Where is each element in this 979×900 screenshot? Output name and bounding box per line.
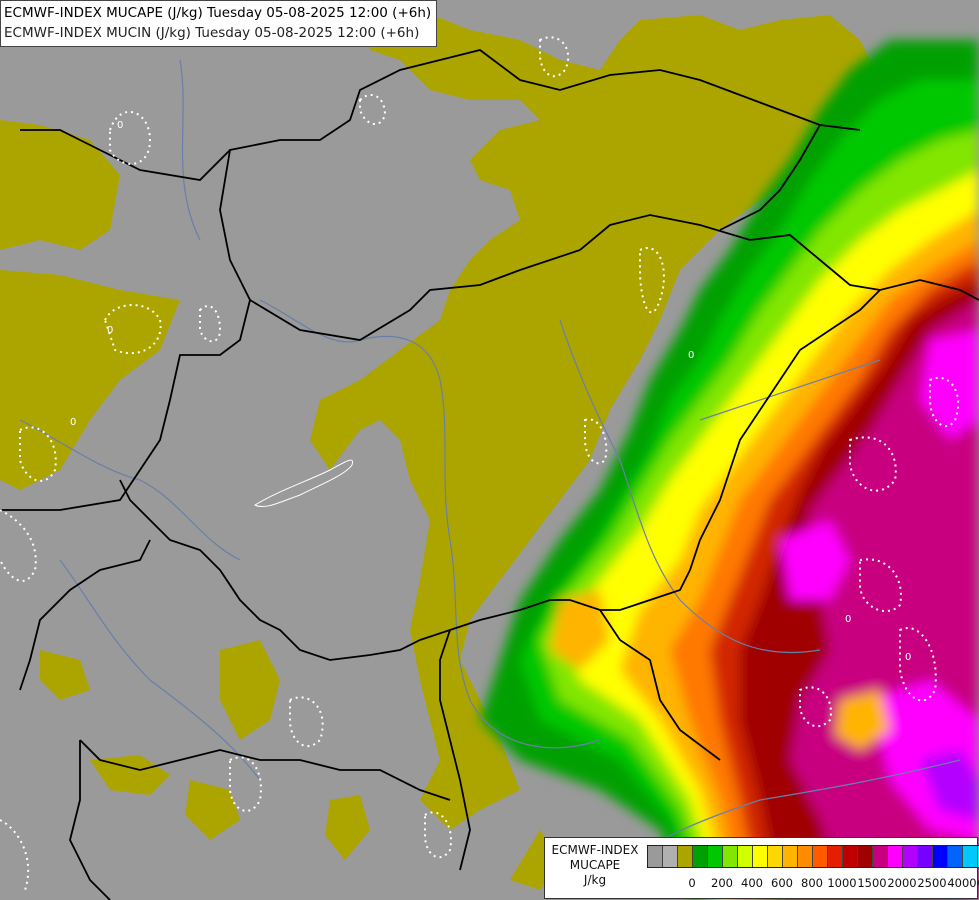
contour-label: 0: [107, 325, 113, 336]
low-cape-fields: [0, 10, 880, 890]
legend-swatch: [918, 846, 933, 867]
legend-tick-label: 800: [801, 876, 823, 890]
legend-swatch: [768, 846, 783, 867]
legend-tick-label: 2000: [887, 876, 917, 890]
legend-swatch: [783, 846, 798, 867]
legend-color-bar: [647, 845, 979, 868]
legend: ECMWF-INDEX MUCAPE J/kg 0 200 400 600 800 100…: [544, 837, 979, 899]
legend-swatch: [858, 846, 873, 867]
legend-swatch: [708, 846, 723, 867]
contour-label: 0: [905, 652, 911, 663]
legend-swatch: [753, 846, 768, 867]
contour-label: 0: [688, 350, 694, 361]
cin-contour-labels: 0 0 0 0 0 0: [70, 120, 911, 663]
legend-tick-labels: 0 200 400 600 800 100015002000250040006000: [545, 876, 979, 892]
legend-tick-label: 2500: [917, 876, 947, 890]
legend-title-parameter: MUCAPE: [569, 858, 621, 872]
legend-tick-label: 1500: [857, 876, 887, 890]
legend-swatch: [798, 846, 813, 867]
legend-swatch: [963, 846, 978, 867]
legend-swatch: [693, 846, 708, 867]
legend-swatch: [678, 846, 693, 867]
legend-unit: J/kg: [583, 873, 607, 887]
lake-outline: [253, 459, 354, 508]
legend-swatch: [828, 846, 843, 867]
legend-swatch: [723, 846, 738, 867]
legend-title: ECMWF-INDEX MUCAPE J/kg: [545, 843, 645, 888]
country-borders: [0, 49, 979, 900]
cin-contours: [0, 36, 960, 891]
legend-title-source: ECMWF-INDEX: [551, 843, 639, 857]
legend-tick-label: 0: [688, 876, 696, 890]
contour-label: 0: [845, 614, 851, 625]
legend-swatch: [948, 846, 963, 867]
title-line-mucape: ECMWF-INDEX MUCAPE (J/kg) Tuesday 05-08-…: [4, 5, 432, 21]
legend-swatch: [933, 846, 948, 867]
legend-swatch: [903, 846, 918, 867]
contour-label: 0: [70, 417, 76, 428]
legend-tick-label: 1000: [827, 876, 857, 890]
legend-swatch: [843, 846, 858, 867]
legend-swatch: [738, 846, 753, 867]
legend-tick-label: 6000: [977, 876, 979, 890]
legend-tick-label: 4000: [947, 876, 977, 890]
contour-label: 0: [117, 120, 123, 131]
legend-swatch: [888, 846, 903, 867]
legend-swatch: [648, 846, 663, 867]
legend-swatch: [873, 846, 888, 867]
legend-tick-label: 200: [711, 876, 733, 890]
title-line-mucin: ECMWF-INDEX MUCIN (J/kg) Tuesday 05-08-2…: [4, 25, 420, 41]
legend-tick-label: 400: [741, 876, 763, 890]
legend-tick-label: 600: [771, 876, 793, 890]
map-title-box: ECMWF-INDEX MUCAPE (J/kg) Tuesday 05-08-…: [0, 0, 438, 47]
legend-swatch: [663, 846, 678, 867]
legend-swatch: [813, 846, 828, 867]
